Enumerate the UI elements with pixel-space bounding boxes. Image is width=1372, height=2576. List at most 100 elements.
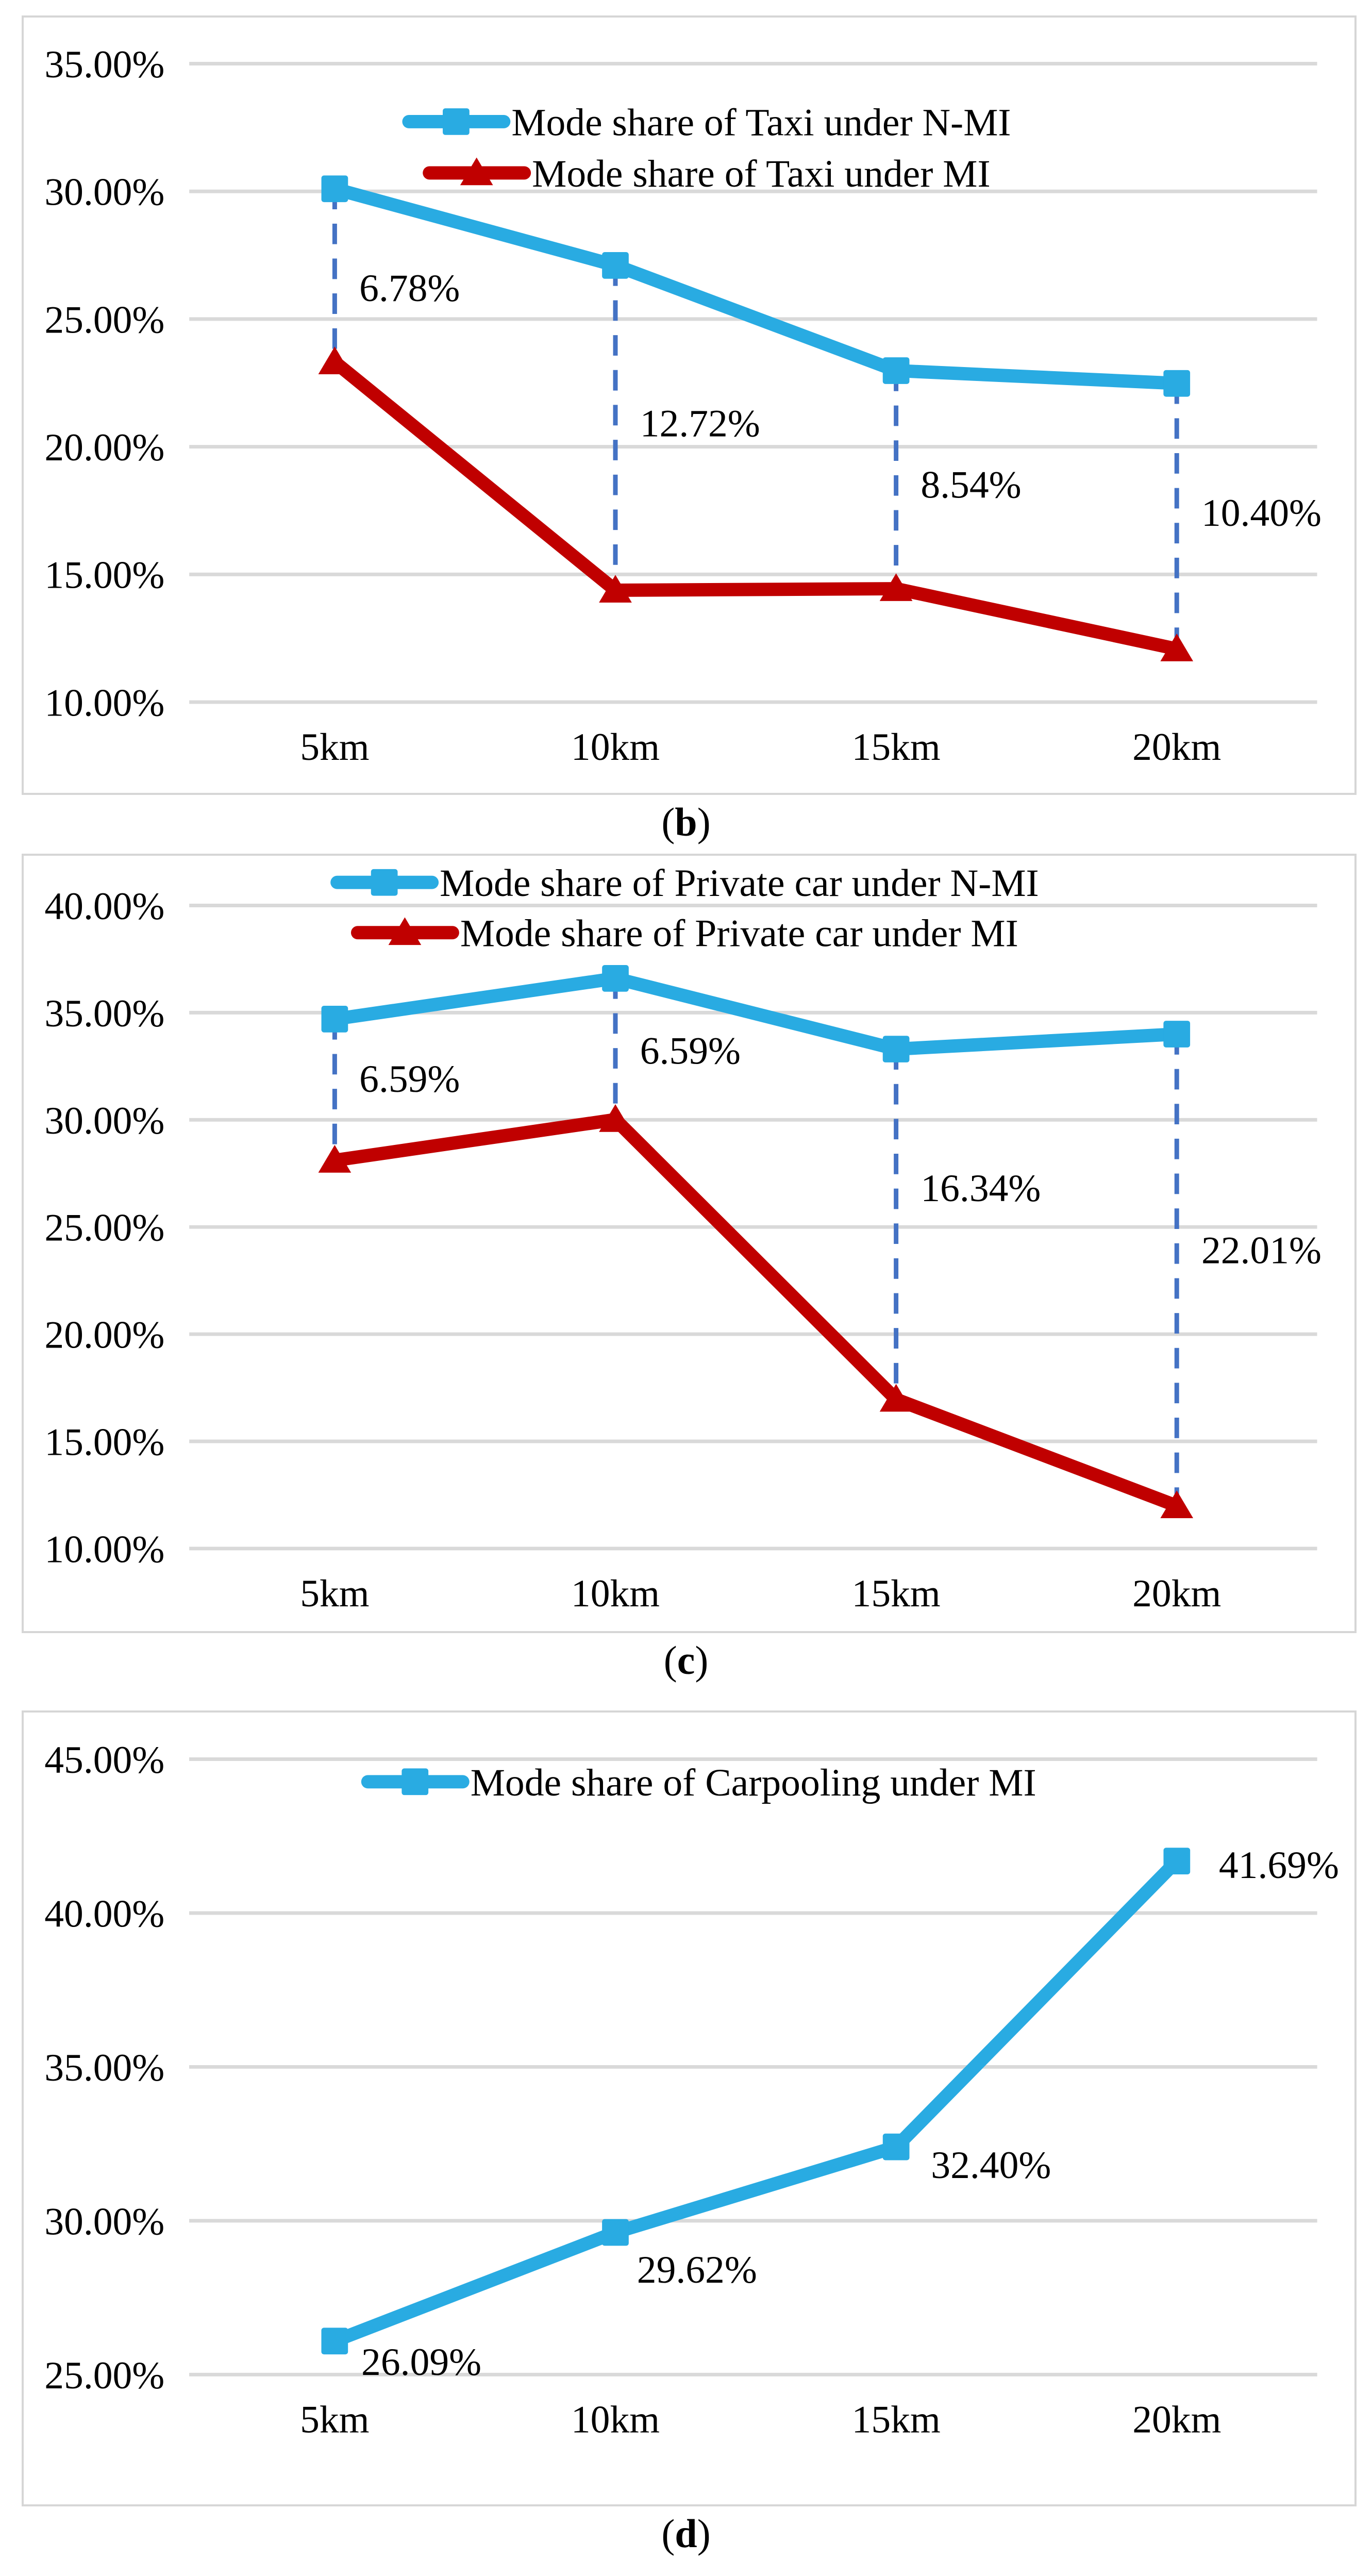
gap-label: 6.59% (640, 1030, 741, 1073)
y-tick-label: 20.00% (44, 426, 164, 469)
series-car-nmi (321, 965, 1191, 1062)
chart-b-svg: 35.00% 30.00% 25.00% 20.00% 15.00% 10.00% 5km 1… (44, 43, 1321, 769)
y-tick-label: 25.00% (44, 298, 164, 341)
y-axis-tick-labels: 40.00% 35.00% 30.00% 25.00% 20.00% 15.00% 10.0… (44, 885, 164, 1571)
legend-item-carpool-mi: Mode share of Carpooling under MI (361, 1761, 1036, 1804)
x-tick-label: 20km (1132, 726, 1221, 769)
legend-triangle-marker-icon (388, 917, 422, 945)
square-marker-icon (602, 2219, 629, 2246)
x-axis-tick-labels: 5km 10km 15km 20km (300, 726, 1221, 769)
series-car-mi (318, 1104, 1194, 1518)
square-marker-icon (882, 2133, 910, 2160)
caption-c-paren-open: ( (663, 1638, 677, 1683)
legend: Mode share of Taxi under N-MI Mode share … (402, 101, 1011, 195)
series-line-carpool-mi (328, 1854, 1184, 2348)
legend: Mode share of Private car under N-MI Mode… (330, 862, 1039, 955)
gap-label: 12.72% (640, 402, 760, 445)
series-taxi-mi (318, 346, 1194, 661)
gap-label: 6.59% (359, 1058, 460, 1101)
square-marker-icon (882, 357, 910, 384)
y-tick-label: 35.00% (44, 2047, 164, 2089)
x-tick-label: 20km (1132, 1572, 1221, 1615)
square-marker-icon (1163, 1848, 1191, 1874)
gap-connectors: 6.78% 12.72% 8.54% 10.40% (332, 189, 1321, 649)
x-tick-label: 5km (300, 726, 369, 769)
x-axis-tick-labels: 5km 10km 15km 20km (300, 2398, 1221, 2441)
legend-triangle-marker-icon (460, 157, 493, 186)
triangle-marker-icon (599, 1104, 632, 1132)
caption-c: (c) (0, 1638, 1372, 1683)
chart-panel-c: 40.00% 35.00% 30.00% 25.00% 20.00% 15.00% 10.0… (22, 854, 1357, 1633)
square-marker-icon (321, 175, 348, 203)
legend-label: Mode share of Private car under N-MI (440, 862, 1039, 905)
chart-panel-b: 35.00% 30.00% 25.00% 20.00% 15.00% 10.00% 5km 1… (22, 15, 1357, 795)
caption-d: (d) (0, 2512, 1372, 2556)
legend-label: Mode share of Taxi under MI (532, 153, 991, 195)
caption-b-letter: b (675, 800, 697, 844)
y-tick-label: 10.00% (44, 682, 164, 724)
square-marker-icon (602, 252, 629, 279)
square-marker-icon (321, 2328, 348, 2355)
legend-square-marker-icon (401, 1768, 429, 1796)
triangle-marker-icon (1160, 1490, 1194, 1518)
caption-c-paren-close: ) (695, 1638, 709, 1683)
legend-label: Mode share of Carpooling under MI (471, 1761, 1036, 1804)
x-tick-label: 10km (571, 1572, 660, 1615)
y-tick-label: 30.00% (44, 171, 164, 214)
triangle-marker-icon (318, 346, 352, 374)
series-line-taxi-mi (328, 355, 1184, 656)
x-tick-label: 15km (852, 726, 941, 769)
legend-label: Mode share of Private car under MI (460, 912, 1018, 955)
y-tick-label: 30.00% (44, 2200, 164, 2243)
y-tick-label: 15.00% (44, 554, 164, 597)
y-tick-label: 45.00% (44, 1739, 164, 1782)
y-tick-label: 40.00% (44, 1892, 164, 1935)
square-marker-icon (602, 965, 629, 992)
triangle-marker-icon (599, 575, 632, 603)
y-tick-label: 35.00% (44, 992, 164, 1035)
y-tick-label: 15.00% (44, 1421, 164, 1464)
series-line-taxi-nmi (328, 182, 1184, 390)
chart-c-svg: 40.00% 35.00% 30.00% 25.00% 20.00% 15.00% 10.0… (44, 862, 1321, 1615)
legend-item-taxi-nmi: Mode share of Taxi under N-MI (402, 101, 1011, 144)
square-marker-icon (1163, 1021, 1191, 1048)
legend-square-marker-icon (371, 869, 398, 896)
gap-label: 16.34% (921, 1167, 1041, 1210)
legend-item-car-mi: Mode share of Private car under MI (350, 912, 1018, 955)
caption-b-paren-close: ) (697, 800, 711, 844)
gap-label: 10.40% (1201, 492, 1321, 535)
caption-d-paren-open: ( (661, 2511, 675, 2556)
triangle-marker-icon (318, 1145, 352, 1173)
caption-d-letter: d (675, 2511, 697, 2556)
gap-label: 6.78% (359, 267, 460, 310)
caption-c-letter: c (677, 1638, 695, 1683)
x-tick-label: 5km (300, 1572, 369, 1615)
caption-b-paren-open: ( (661, 800, 675, 844)
y-axis-tick-labels: 45.00% 40.00% 35.00% 30.00% 25.00% (44, 1739, 164, 2397)
chart-d-svg: 45.00% 40.00% 35.00% 30.00% 25.00% 5km 10km 15k… (44, 1739, 1339, 2441)
gap-label: 22.01% (1201, 1229, 1321, 1272)
y-tick-label: 20.00% (44, 1314, 164, 1357)
point-label: 32.40% (931, 2144, 1051, 2187)
series-line-car-nmi (328, 971, 1184, 1056)
series-carpool-mi (321, 1848, 1191, 2355)
y-axis-tick-labels: 35.00% 30.00% 25.00% 20.00% 15.00% 10.00% (44, 43, 164, 724)
y-tick-label: 25.00% (44, 2354, 164, 2397)
caption-d-paren-close: ) (697, 2511, 711, 2556)
point-labels: 26.09% 29.62% 32.40% 41.69% (361, 1844, 1339, 2384)
y-tick-label: 40.00% (44, 885, 164, 928)
legend-square-marker-icon (443, 108, 470, 135)
point-label: 26.09% (361, 2341, 481, 2384)
series-taxi-nmi (321, 175, 1191, 397)
gridlines (189, 904, 1317, 1551)
caption-b: (b) (0, 800, 1372, 844)
y-tick-label: 35.00% (44, 43, 164, 86)
triangle-marker-icon (879, 573, 913, 601)
series-line-car-mi (328, 1112, 1184, 1513)
point-label: 41.69% (1219, 1844, 1339, 1887)
x-tick-label: 15km (852, 2398, 941, 2441)
square-marker-icon (321, 1005, 348, 1033)
legend: Mode share of Carpooling under MI (361, 1761, 1036, 1804)
legend-item-taxi-mi: Mode share of Taxi under MI (423, 153, 991, 195)
